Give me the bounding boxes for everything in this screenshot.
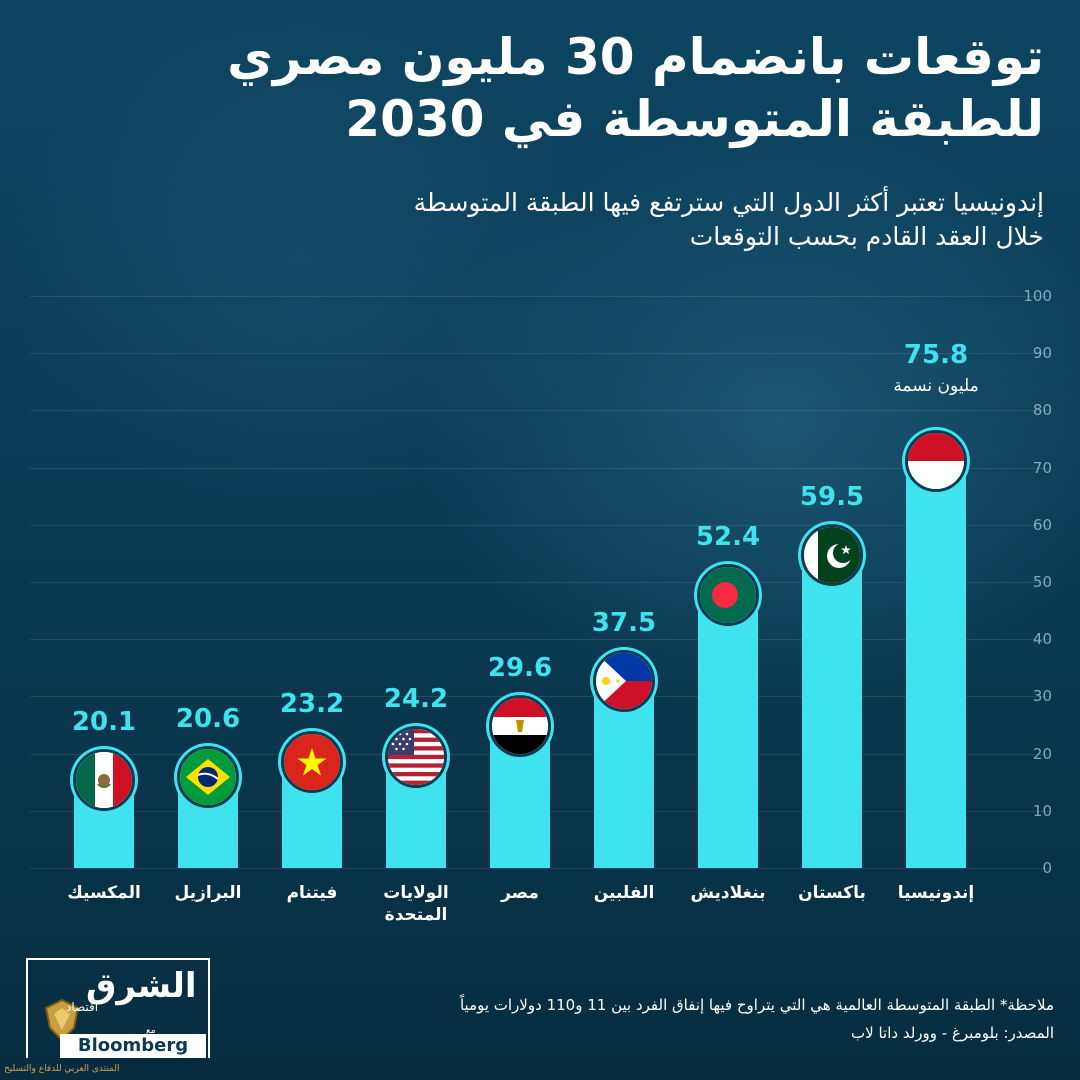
y-tick-label: 50 <box>1032 573 1052 591</box>
logo-name: الشرق <box>86 966 197 1006</box>
x-tick-label-5: مصر <box>501 883 539 903</box>
y-tick-label: 100 <box>1023 287 1052 305</box>
title-line-2: للطبقة المتوسطة في 2030 <box>345 90 1044 148</box>
y-tick-label: 60 <box>1032 515 1052 534</box>
y-tick-label: 40 <box>1032 630 1052 649</box>
gridline <box>30 296 1050 297</box>
usa-flag-icon <box>385 725 447 788</box>
y-tick-label: 10 <box>1032 801 1052 820</box>
page-title: توقعات بانضمام 30 مليون مصري للطبقة المت… <box>44 26 1044 150</box>
gridline <box>30 410 1050 412</box>
y-tick-label: 0 <box>1042 859 1052 877</box>
bar-9 <box>906 434 966 868</box>
footnote: ملاحظة* الطبقة المتوسطة العالمية هي التي… <box>459 996 1054 1014</box>
x-tick-label-1: المكسيك <box>67 883 141 903</box>
philippines-flag-icon <box>593 649 655 712</box>
y-tick-label: 90 <box>1032 344 1052 363</box>
data-label-6: 37.5 <box>591 607 657 638</box>
gridline <box>30 467 1050 469</box>
data-label-4: 24.2 <box>383 683 449 714</box>
data-label-3: 23.2 <box>279 689 345 720</box>
data-label-9: 75.8 <box>903 340 969 371</box>
x-tick-label-4: الولايات المتحدة <box>383 883 449 925</box>
gridline <box>30 696 1050 698</box>
bangladesh-flag-icon <box>697 564 759 627</box>
egypt-flag-icon <box>489 694 551 757</box>
x-tick-label-3: فيتنام <box>286 883 338 903</box>
watermark: المنتدى العربي للدفاع والتسليح <box>4 1064 120 1074</box>
brazil-flag-icon <box>177 746 239 809</box>
gridline <box>30 868 1050 869</box>
gridline <box>30 582 1050 583</box>
bloomberg-logo: Bloomberg <box>60 1034 206 1058</box>
indonesia-flag-icon <box>905 430 967 493</box>
logo-with: مع <box>146 1026 156 1036</box>
y-tick-label: 20 <box>1032 744 1052 763</box>
logo-frame <box>26 958 210 1058</box>
vietnam-flag-icon <box>281 731 343 794</box>
x-tick-label-6: الفلبين <box>593 883 655 903</box>
gridline <box>30 524 1050 526</box>
source-line: المصدر: بلومبرغ - وورلد داتا لاب <box>851 1024 1054 1042</box>
gridline <box>30 353 1050 355</box>
pakistan-flag-icon <box>801 523 863 586</box>
gridline <box>30 639 1050 641</box>
y-tick-label: 30 <box>1032 687 1052 706</box>
y-tick-label: 70 <box>1032 458 1052 477</box>
x-tick-label-7: بنغلاديش <box>690 883 766 903</box>
subtitle-line-1: إندونيسيا تعتبر أكثر الدول التي سترتفع ف… <box>413 188 1044 217</box>
logo-subtitle: اقتصاد <box>66 1000 99 1014</box>
data-label-1: 20.1 <box>71 707 137 738</box>
data-label-8: 59.5 <box>799 481 865 512</box>
x-tick-label-9: إندونيسيا <box>897 883 975 903</box>
page-subtitle: إندونيسيا تعتبر أكثر الدول التي سترتفع ف… <box>144 186 1044 254</box>
x-tick-label-2: البرازيل <box>174 883 242 903</box>
title-line-1: توقعات بانضمام 30 مليون مصري <box>227 28 1044 86</box>
data-label-5: 29.6 <box>487 652 553 683</box>
data-label-7: 52.4 <box>695 522 761 553</box>
x-tick-label-8: باكستان <box>798 883 866 903</box>
data-label-2: 20.6 <box>175 704 241 735</box>
y-tick-label: 80 <box>1032 401 1052 420</box>
unit-annotation: مليون نسمة <box>893 376 979 397</box>
subtitle-line-2: خلال العقد القادم بحسب التوقعات <box>689 222 1044 251</box>
mexico-flag-icon <box>73 749 135 812</box>
